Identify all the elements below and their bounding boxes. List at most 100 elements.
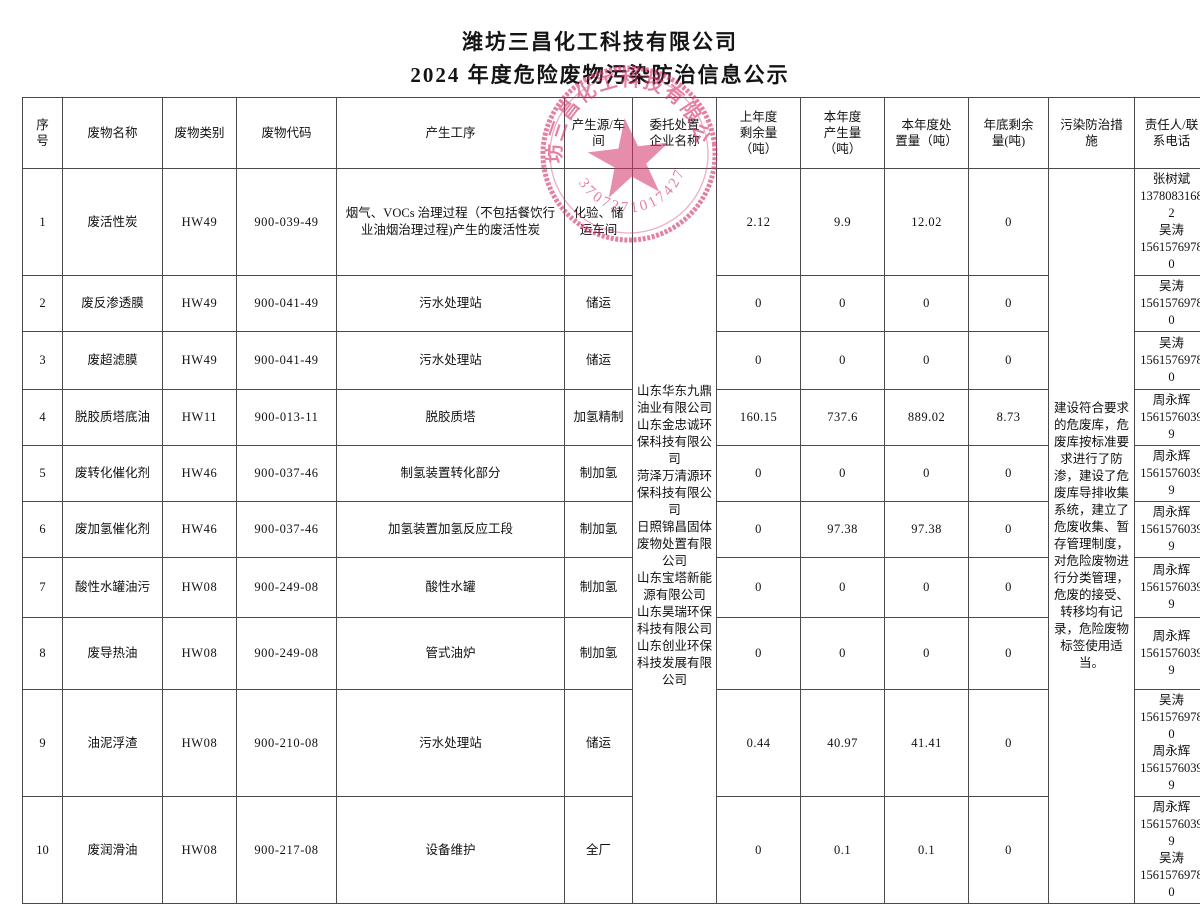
cell-prev-year-remaining: 0 — [717, 276, 801, 332]
cell-this-year-disposed: 0 — [885, 332, 969, 390]
header-pollution-measures: 污染防治措 施 — [1049, 98, 1135, 169]
cell-this-year-disposed: 0 — [885, 618, 969, 690]
contact-phone-number: 15615760399 — [1138, 521, 1200, 555]
header-yearend-l1: 年底剩余 — [983, 118, 1033, 132]
cell-waste-name: 废导热油 — [63, 618, 163, 690]
cell-waste-name: 废润滑油 — [63, 797, 163, 904]
cell-this-year-disposed: 41.41 — [885, 690, 969, 797]
cell-year-end-remaining: 0 — [969, 446, 1049, 502]
cell-process: 污水处理站 — [337, 332, 565, 390]
header-source: 产生源/车 间 — [565, 98, 633, 169]
cell-prev-year-remaining: 0 — [717, 446, 801, 502]
cell-source: 制加氢 — [565, 446, 633, 502]
cell-year-end-remaining: 0 — [969, 332, 1049, 390]
cell-seq: 2 — [23, 276, 63, 332]
cell-this-year-generated: 0 — [801, 332, 885, 390]
cell-waste-category: HW08 — [163, 558, 237, 618]
cell-prev-year-remaining: 160.15 — [717, 390, 801, 446]
header-disp-l1: 本年度处 — [901, 118, 951, 132]
header-disp-l2: 置量（吨） — [895, 134, 958, 148]
cell-prev-year-remaining: 0 — [717, 618, 801, 690]
contact-phone-number: 15615760399 — [1138, 816, 1200, 850]
cell-source: 制加氢 — [565, 558, 633, 618]
document-title-block: 潍坊三昌化工科技有限公司 2024 年度危险废物污染防治信息公示 — [0, 0, 1200, 92]
contact-person-name: 周永辉 — [1138, 628, 1200, 645]
header-yearend-l2: 量(吨) — [992, 134, 1025, 148]
contact-person-name: 吴涛 — [1138, 222, 1200, 239]
cell-this-year-disposed: 0 — [885, 276, 969, 332]
contact-person-name: 周永辉 — [1138, 448, 1200, 465]
cell-waste-name: 酸性水罐油污 — [63, 558, 163, 618]
header-resp-l2: 系电话 — [1153, 134, 1191, 148]
cell-waste-name: 废超滤膜 — [63, 332, 163, 390]
header-process: 产生工序 — [337, 98, 565, 169]
header-waste-category: 废物类别 — [163, 98, 237, 169]
cell-this-year-generated: 0 — [801, 618, 885, 690]
contact-phone-number: 13780831682 — [1138, 188, 1200, 222]
cell-waste-category: HW08 — [163, 690, 237, 797]
cell-source: 储运 — [565, 276, 633, 332]
cell-vendor-list: 山东华东九鼎油业有限公司山东金忠诚环保科技有限公司菏泽万清源环保科技有限公司日照… — [633, 169, 717, 904]
cell-seq: 10 — [23, 797, 63, 904]
cell-process: 制氢装置转化部分 — [337, 446, 565, 502]
cell-prev-year-remaining: 0 — [717, 332, 801, 390]
table-header-row: 序 号 废物名称 废物类别 废物代码 产生工序 产生源/车 间 委托处置 企业名… — [23, 98, 1200, 169]
cell-process: 管式油炉 — [337, 618, 565, 690]
contact-phone-number: 15615769780 — [1138, 239, 1200, 273]
cell-waste-category: HW08 — [163, 797, 237, 904]
header-source-l1: 产生源/车 — [572, 118, 625, 132]
header-this-year-disposed: 本年度处 置量（吨） — [885, 98, 969, 169]
contact-person-name: 周永辉 — [1138, 562, 1200, 579]
cell-prev-year-remaining: 2.12 — [717, 169, 801, 276]
header-waste-code: 废物代码 — [237, 98, 337, 169]
cell-this-year-disposed: 0 — [885, 558, 969, 618]
cell-waste-category: HW46 — [163, 446, 237, 502]
header-prev-year-remaining: 上年度 剩余量 （吨） — [717, 98, 801, 169]
header-responsible-person: 责任人/联 系电话 — [1135, 98, 1200, 169]
vendor-name: 日照锦昌固体废物处置有限公司 — [636, 519, 713, 570]
cell-this-year-disposed: 0 — [885, 446, 969, 502]
vendor-name: 山东创业环保科技发展有限公司 — [636, 638, 713, 689]
cell-waste-category: HW46 — [163, 502, 237, 558]
contact-phone-number: 15615760399 — [1138, 645, 1200, 679]
contact-phone-number: 15615769780 — [1138, 709, 1200, 743]
cell-this-year-generated: 0 — [801, 558, 885, 618]
contact-phone-number: 15615769780 — [1138, 867, 1200, 901]
cell-waste-code: 900-249-08 — [237, 618, 337, 690]
cell-waste-name: 油泥浮渣 — [63, 690, 163, 797]
cell-waste-name: 废活性炭 — [63, 169, 163, 276]
cell-prev-year-remaining: 0 — [717, 558, 801, 618]
cell-waste-name: 废反渗透膜 — [63, 276, 163, 332]
cell-waste-code: 900-210-08 — [237, 690, 337, 797]
cell-waste-category: HW49 — [163, 276, 237, 332]
cell-waste-code: 900-039-49 — [237, 169, 337, 276]
header-this-year-generated: 本年度 产生量 （吨） — [801, 98, 885, 169]
header-prev-l1: 上年度 — [740, 110, 778, 124]
cell-this-year-generated: 97.38 — [801, 502, 885, 558]
document-page: 潍坊三昌化工科技有限公司 2024 年度危险废物污染防治信息公示 — [0, 0, 1200, 867]
cell-prev-year-remaining: 0.44 — [717, 690, 801, 797]
cell-source: 储运 — [565, 332, 633, 390]
cell-source: 加氢精制 — [565, 390, 633, 446]
header-measures-l2: 施 — [1085, 134, 1098, 148]
cell-waste-code: 900-041-49 — [237, 276, 337, 332]
cell-process: 污水处理站 — [337, 276, 565, 332]
cell-this-year-generated: 0 — [801, 276, 885, 332]
cell-waste-code: 900-013-11 — [237, 390, 337, 446]
header-gen-l3: （吨） — [824, 142, 862, 156]
cell-prev-year-remaining: 0 — [717, 502, 801, 558]
cell-process: 加氢装置加氢反应工段 — [337, 502, 565, 558]
cell-source: 储运 — [565, 690, 633, 797]
